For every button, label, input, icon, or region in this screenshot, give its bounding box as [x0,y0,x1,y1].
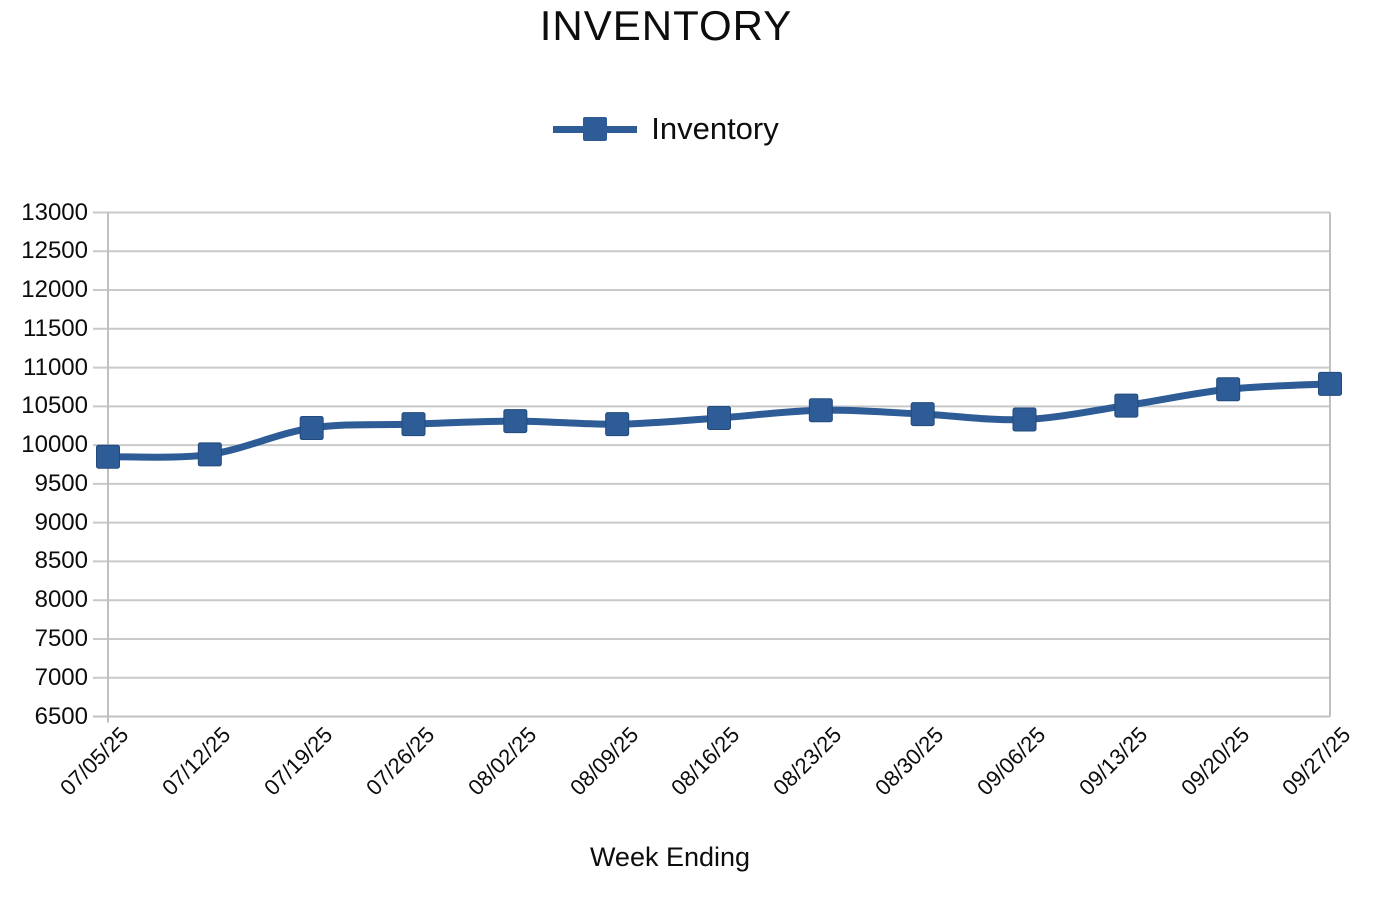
data-point-marker [299,416,324,441]
y-tick-label: 7500 [34,624,88,652]
y-tick-label: 6500 [34,702,88,730]
data-point-marker [1318,371,1342,396]
data-point-marker [808,398,833,423]
x-axis-title: Week Ending [589,842,751,872]
data-point-marker [605,412,630,437]
data-point-marker [1012,407,1037,432]
data-point-marker [96,444,120,469]
y-tick-label: 8500 [34,547,88,575]
y-tick-label: 12500 [21,237,88,265]
y-tick-label: 11500 [23,314,88,342]
data-point-marker [910,402,935,427]
legend: Inventory [0,104,1332,154]
legend-series-label: Inventory [651,111,779,146]
y-tick-label: 13000 [21,198,88,226]
data-point-marker [1114,393,1139,418]
data-point-marker [707,405,731,430]
chart-title: INVENTORY [539,2,793,49]
y-tick-label: 8000 [34,586,88,614]
y-tick-label: 10000 [21,431,88,459]
y-tick-label: 12000 [21,276,88,304]
data-point-marker [401,412,426,437]
data-point-marker [503,409,528,434]
data-point-marker [197,442,222,467]
y-tick-label: 11000 [23,353,88,381]
y-tick-label: 9000 [34,508,88,536]
legend-line-square-icon [553,116,638,142]
data-point-marker [1216,377,1241,402]
y-tick-label: 7000 [34,663,88,691]
legend-square-icon [583,117,608,141]
y-tick-label: 10500 [21,392,88,420]
y-tick-label: 9500 [34,469,88,497]
